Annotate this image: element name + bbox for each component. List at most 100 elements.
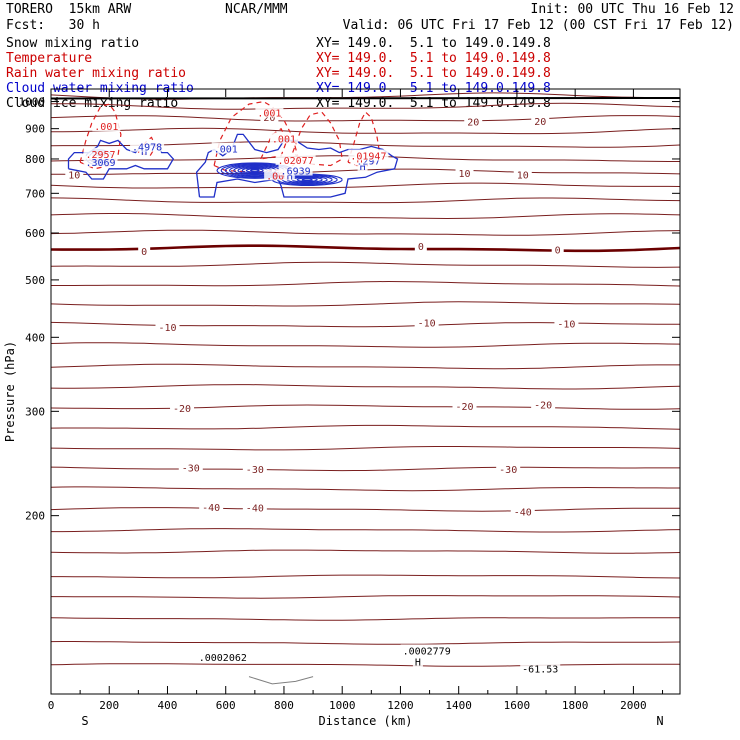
field-label-bg xyxy=(83,147,118,159)
field-label-bg xyxy=(278,164,313,176)
temperature-contour xyxy=(50,197,681,204)
plot-frame xyxy=(50,88,681,695)
temperature-label-bg xyxy=(554,317,579,329)
field-label: .001 xyxy=(257,108,281,119)
temperature-contour xyxy=(50,486,680,492)
x-tick-label: 1400 xyxy=(445,699,472,712)
field-xy: XY= 149.0. 5.1 to 149.0.149.8 xyxy=(316,96,551,111)
temperature-label: -40 xyxy=(246,503,264,514)
temperature-label: -10 xyxy=(158,323,176,334)
field-label-bg xyxy=(255,106,284,118)
model-title: TORERO 15km ARW xyxy=(6,2,132,17)
cloud-water-contour xyxy=(245,168,264,173)
temperature-contour xyxy=(50,182,681,189)
y-tick-label: 500 xyxy=(25,274,45,287)
cloud-water-contour xyxy=(249,169,260,172)
temperature-label-bg xyxy=(170,401,195,413)
temperature-label-bg xyxy=(531,114,550,126)
field-name: Cloud ice mixing ratio xyxy=(6,96,179,111)
temperature-label: -20 xyxy=(534,401,552,412)
field-label-bg xyxy=(130,140,165,152)
cloud-water-contour xyxy=(237,166,273,175)
field-xy: XY= 149.0. 5.1 to 149.0.149.8 xyxy=(316,51,551,66)
field-label: H xyxy=(415,658,421,669)
x-tick-label: 1000 xyxy=(329,699,356,712)
temperature-label: -10 xyxy=(418,319,436,330)
north-label: N xyxy=(656,714,663,728)
field-label-bg xyxy=(412,655,423,667)
field-label: .001 xyxy=(272,134,296,145)
temperature-contour xyxy=(50,229,681,236)
field-label-bg xyxy=(275,153,316,165)
temperature-label: 10 xyxy=(517,170,529,181)
field-label: H xyxy=(141,147,147,158)
y-tick-label: 400 xyxy=(25,331,45,344)
temperature-label: -30 xyxy=(246,465,264,476)
field-label: .3069 xyxy=(85,158,115,169)
temperature-label-bg xyxy=(496,462,521,474)
x-tick-label: 1800 xyxy=(562,699,589,712)
field-label-bg xyxy=(348,149,389,161)
field-label: .02077 xyxy=(278,156,314,167)
cloud-water-contour xyxy=(296,177,318,182)
temperature-contour xyxy=(51,528,681,533)
field-label: -61.53 xyxy=(522,664,558,675)
temperature-label: -20 xyxy=(455,402,473,413)
cloud-water-contour xyxy=(241,167,269,174)
temperature-label: -30 xyxy=(182,463,200,474)
field-label: .2957 xyxy=(85,150,115,161)
temperature-label-bg xyxy=(178,461,203,473)
field-label-bg xyxy=(83,155,118,167)
temperature-label: -30 xyxy=(499,465,517,476)
snow-contour xyxy=(248,676,314,685)
temperature-label-bg xyxy=(138,244,151,256)
field-label: .0002779 xyxy=(403,646,451,657)
temperature-contour xyxy=(50,384,681,390)
field-label-bg xyxy=(269,132,298,144)
temperature-label-bg xyxy=(464,115,483,127)
field-xy: XY= 149.0. 5.1 to 149.0.149.8 xyxy=(316,66,551,81)
temperature-contour xyxy=(50,127,681,135)
temperature-label: 20 xyxy=(263,113,275,124)
temperature-label-bg xyxy=(155,321,180,333)
temperature-contour xyxy=(50,446,681,451)
center-title: NCAR/MMM xyxy=(225,2,288,17)
temperature-label: -20 xyxy=(173,404,191,415)
y-tick-label: 600 xyxy=(25,227,45,240)
temperature-contour xyxy=(50,342,681,348)
temperature-contour xyxy=(50,115,681,122)
temperature-contour xyxy=(50,424,681,430)
y-tick-label: 300 xyxy=(25,405,45,418)
field-name: Temperature xyxy=(6,51,93,66)
y-tick-label: 700 xyxy=(25,187,45,200)
temperature-label-bg xyxy=(242,501,267,513)
temperature-label: 10 xyxy=(68,170,80,181)
y-axis-title: Pressure (hPa) xyxy=(3,341,17,442)
temperature-label: 0 xyxy=(555,245,561,256)
forecast-hour: Fcst: 30 h xyxy=(6,18,100,33)
x-tick-label: 200 xyxy=(99,699,119,712)
temperature-contour xyxy=(50,641,681,645)
temperature-contour xyxy=(50,549,681,554)
temperature-contour xyxy=(50,321,680,328)
temperature-label: -10 xyxy=(557,319,575,330)
init-time: Init: 00 UTC Thu 16 Feb 12 xyxy=(530,2,735,17)
temperature-label-bg xyxy=(414,240,427,252)
surface-line xyxy=(50,96,681,100)
temperature-label: 0 xyxy=(418,242,424,253)
temperature-label: -40 xyxy=(514,507,532,518)
temperature-contour xyxy=(51,102,681,110)
temperature-label-bg xyxy=(551,243,564,255)
temperature-label-bg xyxy=(452,399,477,411)
y-tick-label: 800 xyxy=(25,153,45,166)
temperature-contour xyxy=(50,507,680,512)
field-label: .01947 xyxy=(350,151,386,162)
x-tick-label: 2000 xyxy=(620,699,647,712)
y-tick-label: 900 xyxy=(25,123,45,136)
temperature-label: 10 xyxy=(458,169,470,180)
x-tick-label: 600 xyxy=(216,699,236,712)
field-label-bg xyxy=(520,662,561,674)
cloud-water-contour xyxy=(301,178,313,182)
x-tick-label: 1600 xyxy=(504,699,531,712)
